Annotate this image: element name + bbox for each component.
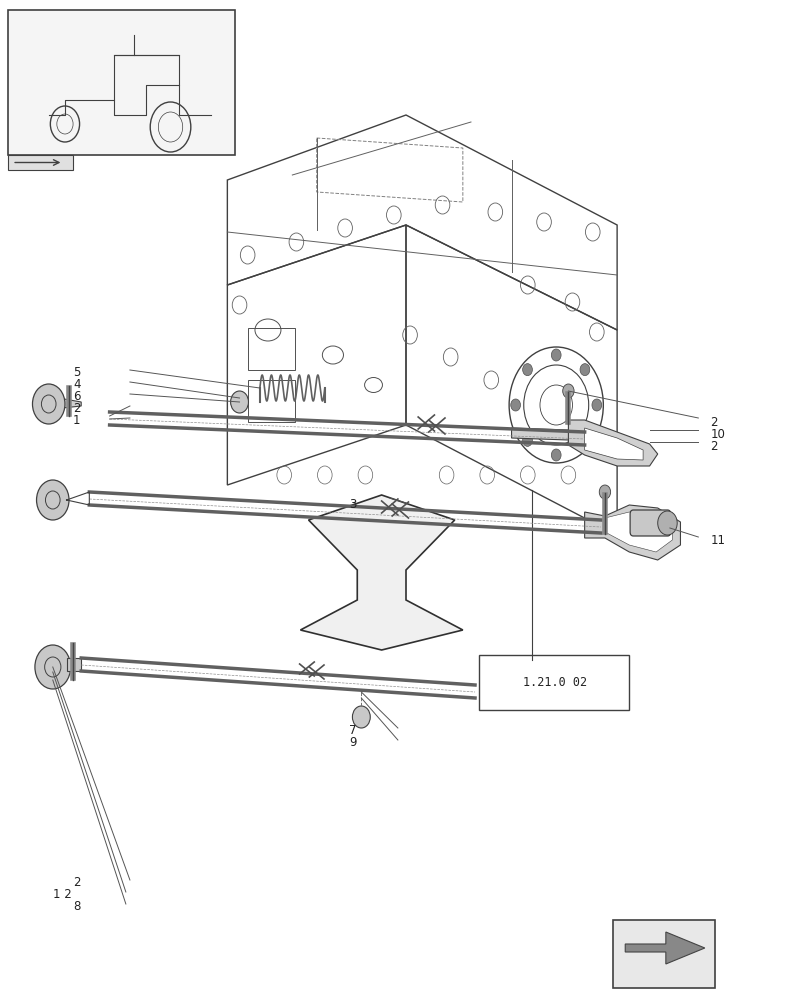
Text: 3: 3 — [349, 498, 356, 512]
Circle shape — [230, 391, 248, 413]
Circle shape — [579, 434, 589, 446]
Text: 6: 6 — [73, 389, 80, 402]
Circle shape — [551, 349, 560, 361]
Bar — [247, 380, 294, 422]
Circle shape — [579, 364, 589, 376]
Polygon shape — [511, 428, 584, 440]
Text: 2: 2 — [73, 401, 80, 414]
Circle shape — [35, 645, 71, 689]
Polygon shape — [67, 658, 81, 671]
Polygon shape — [49, 397, 81, 409]
Bar — [247, 328, 294, 370]
Circle shape — [32, 384, 65, 424]
Circle shape — [36, 480, 69, 520]
Polygon shape — [584, 428, 642, 460]
Text: 2: 2 — [710, 416, 717, 428]
Polygon shape — [300, 495, 462, 650]
Polygon shape — [604, 512, 672, 552]
Polygon shape — [584, 505, 680, 560]
Circle shape — [510, 399, 520, 411]
Circle shape — [551, 449, 560, 461]
Bar — [8, 10, 235, 155]
FancyBboxPatch shape — [629, 510, 670, 536]
Circle shape — [522, 434, 532, 446]
Circle shape — [591, 399, 601, 411]
Bar — [8, 155, 73, 170]
Bar — [612, 920, 714, 988]
Text: 2: 2 — [73, 876, 80, 888]
Text: 2: 2 — [710, 440, 717, 452]
Text: 9: 9 — [349, 736, 356, 750]
Text: 1.21.0 02: 1.21.0 02 — [522, 676, 586, 688]
Polygon shape — [624, 932, 704, 964]
Text: 4: 4 — [73, 377, 80, 390]
Text: 1: 1 — [73, 414, 80, 426]
Text: 8: 8 — [73, 900, 80, 912]
Text: 7: 7 — [349, 724, 356, 736]
Circle shape — [599, 485, 610, 499]
Text: 1 2: 1 2 — [53, 888, 71, 900]
Circle shape — [562, 384, 573, 398]
Circle shape — [352, 706, 370, 728]
Text: 5: 5 — [73, 365, 80, 378]
FancyBboxPatch shape — [478, 655, 629, 710]
Text: 11: 11 — [710, 534, 724, 546]
Circle shape — [657, 511, 676, 535]
Text: 10: 10 — [710, 428, 724, 440]
Polygon shape — [568, 420, 657, 466]
Circle shape — [522, 364, 532, 376]
